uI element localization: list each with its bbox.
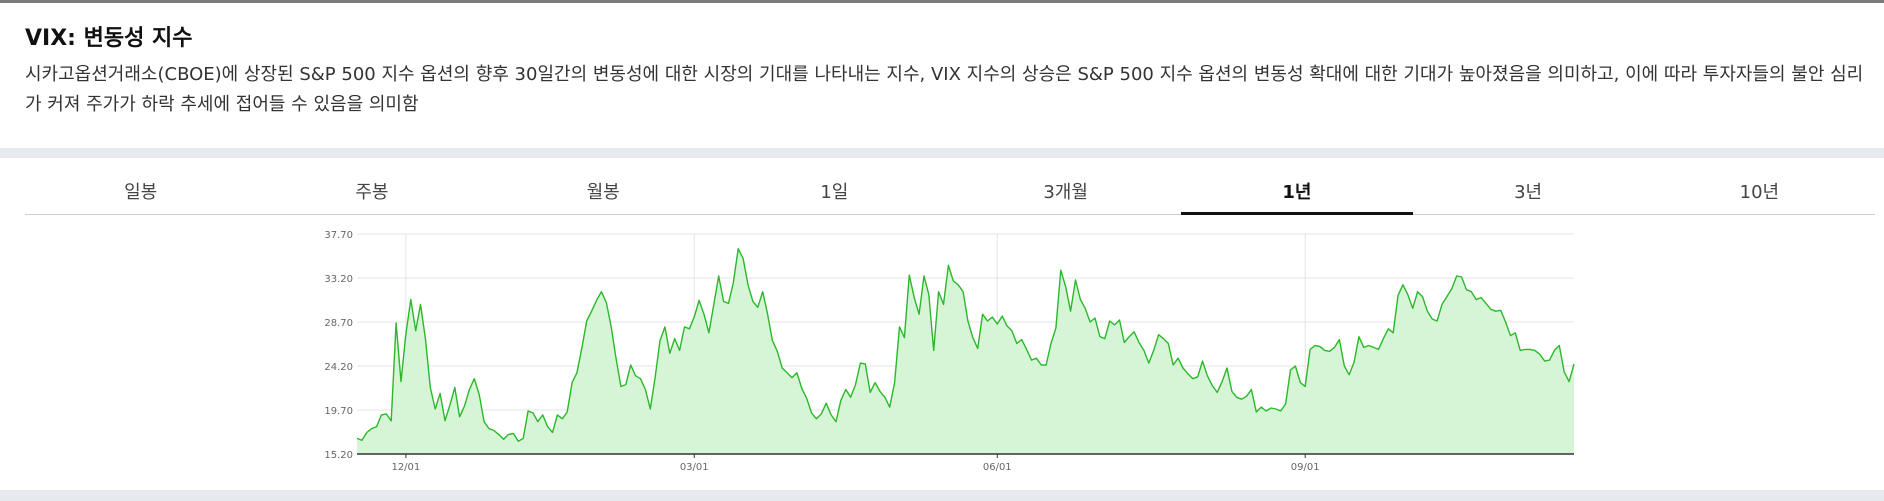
y-tick-label: 37.70 xyxy=(324,230,353,241)
y-tick-label: 19.70 xyxy=(324,406,353,417)
y-tick-label: 24.20 xyxy=(324,362,353,373)
x-tick-label: 12/01 xyxy=(391,462,420,473)
tab-3-months[interactable]: 3개월 xyxy=(1043,182,1088,203)
index-description: 시카고옵션거래소(CBOE)에 상장된 S&P 500 지수 옵션의 향후 30… xyxy=(25,64,1864,115)
tab-1-year[interactable]: 1년 xyxy=(1181,172,1413,215)
bottom-separator xyxy=(0,490,1884,501)
top-divider xyxy=(0,0,1884,3)
tab-1-day[interactable]: 1일 xyxy=(820,182,849,203)
y-tick-label: 15.20 xyxy=(324,450,353,461)
x-tick-label: 06/01 xyxy=(983,462,1012,473)
tab-3-years[interactable]: 3년 xyxy=(1514,182,1543,203)
vix-area-chart: 37.70 33.20 28.70 24.20 19.70 15.20 12/01 03/01… xyxy=(324,230,1575,473)
index-info: VIX: 변동성 지수 시카고옵션거래소(CBOE)에 상장된 S&P 500 … xyxy=(25,24,1875,120)
y-tick-label: 28.70 xyxy=(324,318,353,329)
x-tick-label: 03/01 xyxy=(680,462,709,473)
vix-chart: 37.70 33.20 28.70 24.20 19.70 15.20 12/01 03/01… xyxy=(0,220,1884,488)
tab-weekly[interactable]: 주봉 xyxy=(355,182,389,203)
series-line xyxy=(356,248,1575,443)
tab-daily[interactable]: 일봉 xyxy=(124,182,158,203)
tab-10-years[interactable]: 10년 xyxy=(1739,182,1780,203)
y-tick-label: 33.20 xyxy=(324,274,353,285)
tab-monthly[interactable]: 월봉 xyxy=(586,182,620,203)
section-separator xyxy=(0,148,1884,158)
index-title: VIX: 변동성 지수 xyxy=(25,26,193,51)
x-tick-label: 09/01 xyxy=(1291,462,1320,473)
period-tabs: 일봉 주봉 월봉 1일 3개월 1년 3년 10년 xyxy=(25,172,1875,215)
series-area xyxy=(357,248,1574,454)
